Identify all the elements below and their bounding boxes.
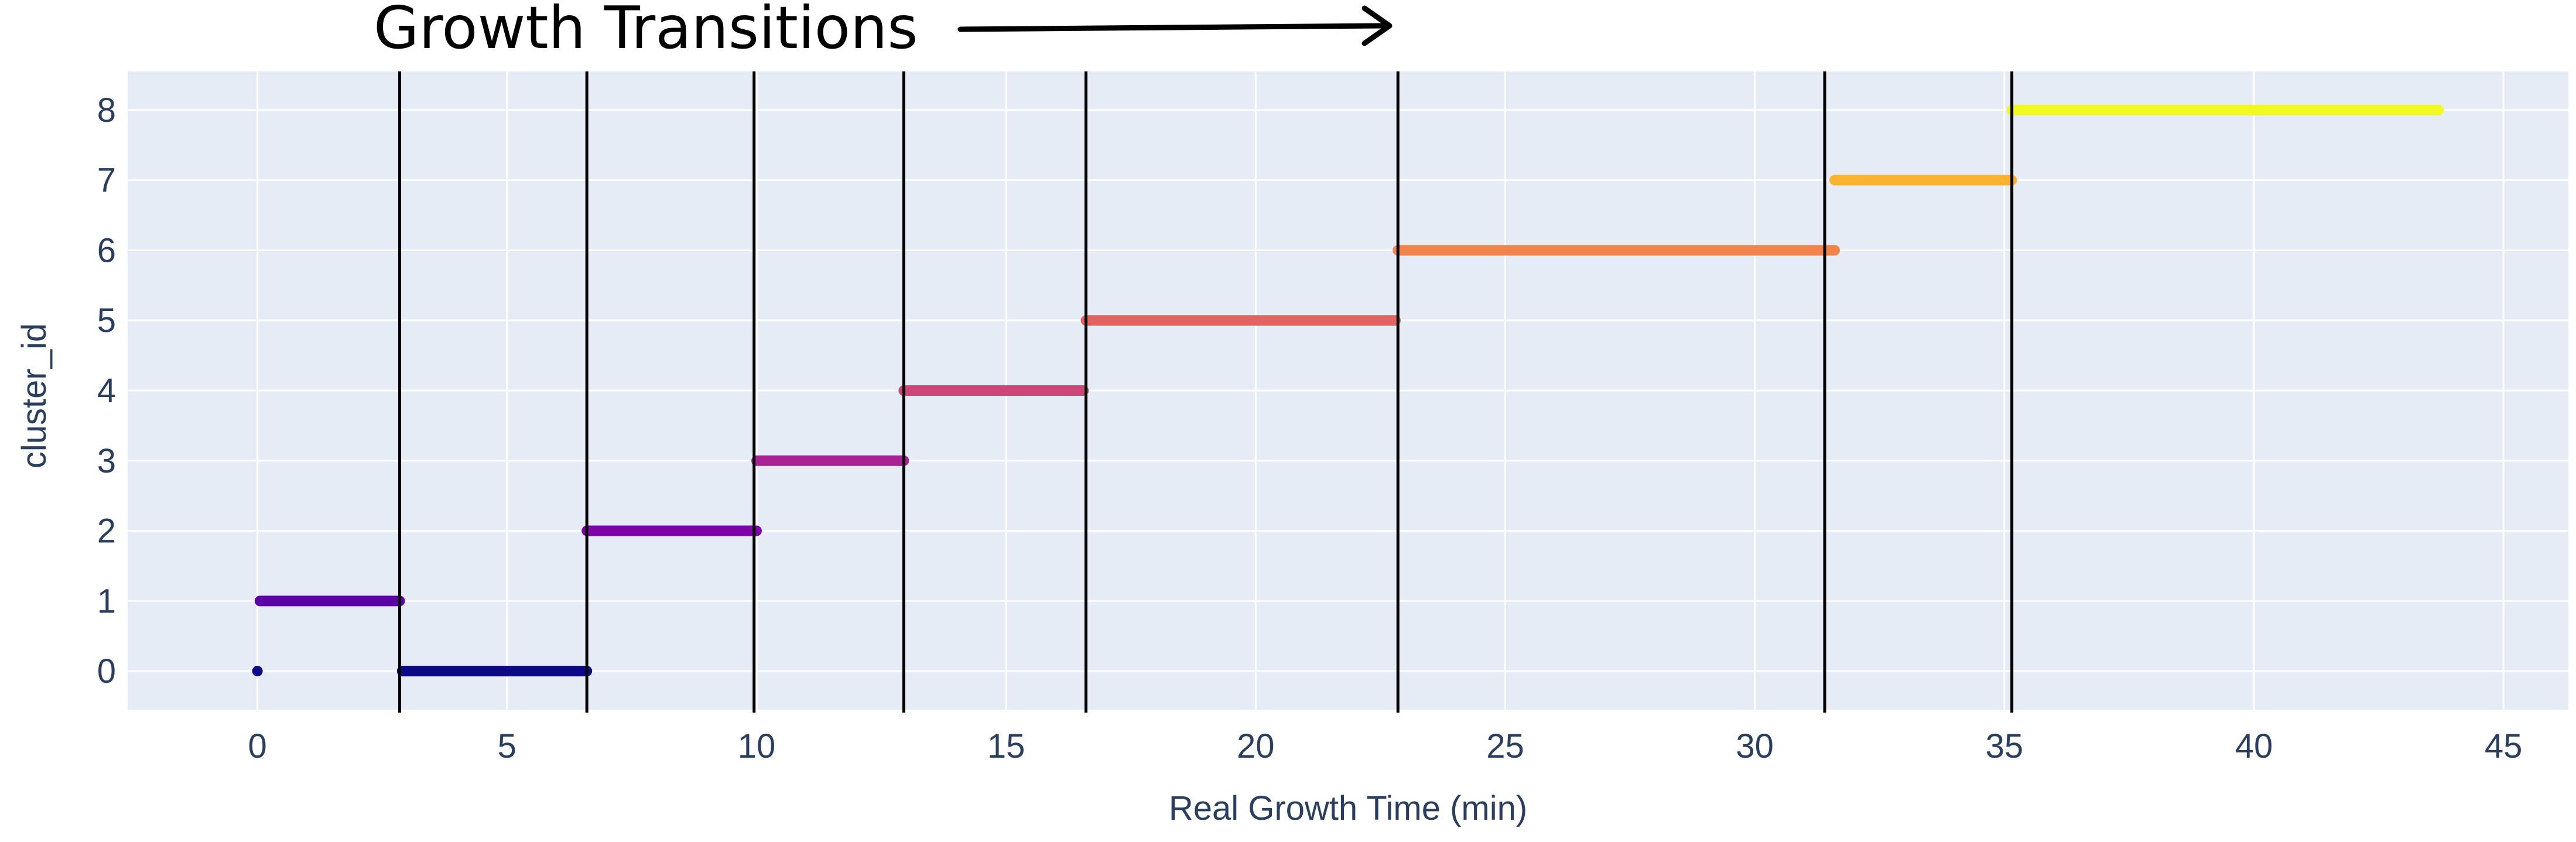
transition-lines: [398, 71, 2014, 713]
y-tick-label: 4: [97, 372, 116, 410]
x-tick-label: 5: [498, 727, 516, 765]
x-tick-labels: 0 5 10 15 20 25 30 35 40 45: [248, 727, 2522, 765]
data-points: [252, 104, 2444, 677]
y-tick-label: 5: [97, 302, 116, 340]
x-tick-label: 35: [1986, 727, 2024, 765]
y-tick-label: 6: [97, 231, 116, 269]
y-axis-title: cluster_id: [15, 323, 53, 468]
x-tick-label: 30: [1736, 727, 1774, 765]
y-tick-label: 0: [97, 652, 116, 690]
annotation-arrow: [957, 5, 1393, 46]
y-tick-label: 2: [97, 512, 116, 550]
x-tick-label: 45: [2485, 727, 2523, 765]
x-axis-title: Real Growth Time (min): [1169, 789, 1527, 827]
y-tick-label: 7: [97, 162, 116, 200]
y-tick-label: 3: [97, 442, 116, 480]
x-tick-label: 20: [1237, 727, 1275, 765]
x-tick-label: 10: [738, 727, 776, 765]
x-tick-label: 0: [248, 727, 266, 765]
x-tick-label: 40: [2235, 727, 2273, 765]
y-tick-label: 1: [97, 582, 116, 620]
annotation-label: Growth Transitions: [374, 0, 918, 62]
y-tick-label: 8: [97, 91, 116, 129]
data-point-cluster-0: [252, 666, 263, 677]
y-tick-labels: 0 1 2 3 4 5 6 7 8: [97, 91, 116, 690]
x-tick-label: 25: [1486, 727, 1524, 765]
x-tick-label: 15: [987, 727, 1025, 765]
